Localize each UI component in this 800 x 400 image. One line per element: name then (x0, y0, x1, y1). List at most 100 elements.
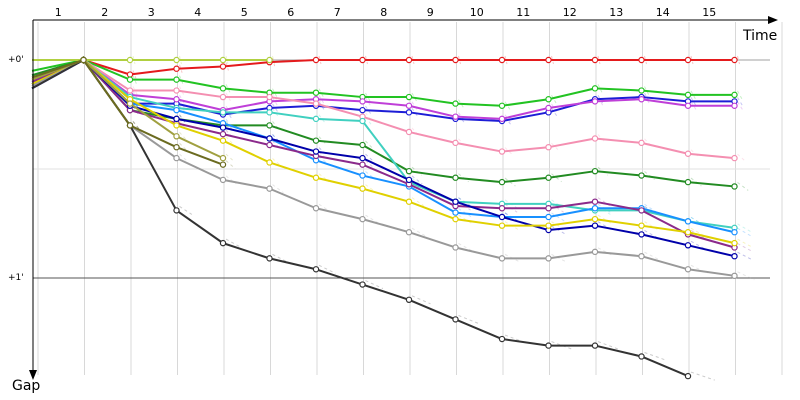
progress-dash (179, 55, 182, 65)
data-point (359, 56, 366, 64)
data-point (591, 248, 599, 256)
data-point (591, 215, 599, 223)
data-point (452, 174, 459, 181)
data-point (638, 253, 645, 260)
grid (37, 22, 783, 375)
progress-dash (597, 84, 603, 93)
progress-dash (551, 212, 565, 222)
data-point (731, 253, 738, 260)
series-line (31, 59, 735, 123)
data-point (684, 229, 692, 236)
progress-dash (225, 136, 234, 146)
data-point (219, 109, 227, 116)
progress-dash (411, 177, 423, 187)
data-point (173, 76, 180, 83)
progress-dash (272, 134, 281, 143)
progress-dash (179, 142, 188, 152)
data-point (591, 167, 599, 175)
data-point (219, 176, 227, 184)
progress-dash (132, 121, 140, 130)
progress-dash (597, 197, 611, 207)
data-point (405, 198, 413, 205)
x-tick-label: 11 (516, 6, 530, 19)
data-point (359, 281, 366, 288)
data-point (312, 137, 320, 144)
progress-dash (365, 160, 376, 170)
progress-dash (365, 140, 374, 150)
data-point (219, 154, 227, 162)
progress-dash (132, 75, 137, 84)
progress-dash (318, 101, 325, 111)
data-point (266, 56, 273, 64)
x-tick-label: 4 (194, 6, 201, 19)
x-tick-label: 10 (470, 6, 484, 19)
progress-dash (318, 151, 328, 161)
data-point (731, 183, 738, 190)
data-point (638, 222, 645, 229)
progress-dash (272, 103, 279, 113)
progress-dash (411, 175, 423, 185)
data-point (173, 122, 180, 129)
data-point (312, 148, 320, 155)
progress-dash (458, 138, 467, 148)
x-tick-label: 6 (287, 6, 294, 19)
progress-dash (551, 199, 564, 209)
progress-dash (225, 55, 229, 65)
progress-dash (318, 114, 326, 124)
progress-dash (411, 108, 419, 117)
progress-dash (225, 121, 233, 130)
data-point (219, 124, 227, 131)
data-point (312, 266, 320, 273)
progress-dash (411, 227, 427, 237)
progress-dash (179, 86, 185, 95)
progress-dash (411, 197, 425, 207)
progress-dash (411, 55, 415, 65)
progress-dash (225, 92, 231, 102)
progress-dash (272, 184, 284, 194)
axes (29, 16, 778, 380)
progress-dash (690, 55, 694, 65)
data-point (126, 71, 134, 78)
progress-dash (132, 121, 140, 130)
data-point (266, 122, 273, 129)
data-point (731, 239, 738, 247)
data-point (405, 176, 413, 184)
progress-dash (737, 182, 749, 191)
data-point (405, 296, 413, 303)
data-point (173, 106, 180, 114)
data-point (498, 205, 506, 212)
progress-dash (179, 64, 183, 73)
data-point (173, 56, 180, 64)
data-point (731, 102, 738, 109)
data-point (126, 56, 134, 64)
series-line (31, 59, 735, 120)
data-point (359, 106, 366, 114)
progress-dash (737, 97, 743, 106)
data-point (545, 222, 552, 229)
data-point (405, 229, 413, 236)
progress-dash (318, 136, 327, 146)
data-point (359, 215, 366, 223)
x-tick-label: 12 (563, 6, 577, 19)
data-point (545, 174, 552, 181)
y-axis-arrow-icon (29, 370, 37, 380)
data-point (684, 178, 692, 186)
y-tick-label: +0' (8, 55, 24, 65)
data-point (684, 266, 692, 273)
progress-dash (225, 84, 231, 93)
progress-dash (272, 158, 282, 167)
data-point (684, 150, 692, 157)
x-tick-label: 8 (380, 6, 387, 19)
data-point (452, 198, 459, 205)
data-point (266, 159, 273, 166)
progress-dash (551, 108, 558, 117)
progress-dash (551, 341, 574, 351)
progress-dash (179, 114, 186, 124)
series-line (31, 59, 735, 229)
data-point (173, 87, 180, 94)
data-point (591, 342, 599, 349)
progress-dash (690, 101, 697, 111)
data-point (405, 128, 413, 136)
data-point (359, 154, 366, 162)
data-point (545, 213, 552, 221)
